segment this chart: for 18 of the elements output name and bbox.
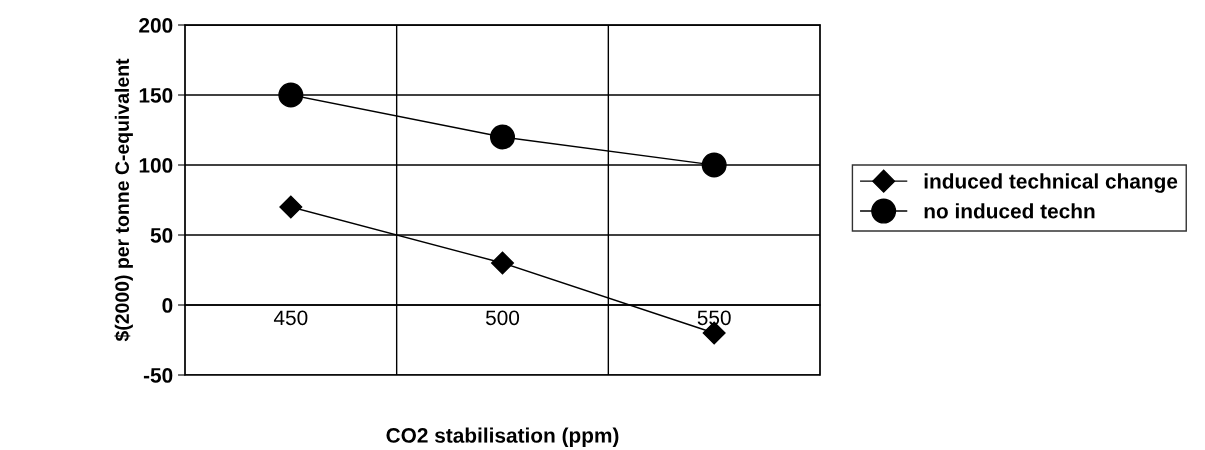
legend-label: induced technical change: [924, 173, 1178, 193]
y-tick-label: 200: [139, 18, 173, 33]
point: [491, 251, 514, 275]
legend-label: no induced techn: [924, 203, 1095, 219]
x-tick-label: 500: [485, 310, 520, 326]
y-tick-label: 0: [162, 298, 173, 313]
y-axis-title: $(2000) per tonne C-equivalent: [114, 58, 133, 342]
y-tick-label: 100: [139, 158, 173, 173]
point: [701, 152, 727, 178]
y-tick-label: -50: [143, 368, 173, 383]
point: [489, 124, 516, 150]
x-tick-label: 550: [697, 310, 731, 326]
y-tick-label: 50: [150, 228, 173, 243]
x-axis-title: CO2 stabilisation (ppm): [386, 427, 619, 447]
point: [279, 195, 303, 219]
x-tick-label: 450: [273, 310, 308, 326]
point: [278, 82, 304, 108]
y-tick-label: 150: [139, 88, 173, 103]
